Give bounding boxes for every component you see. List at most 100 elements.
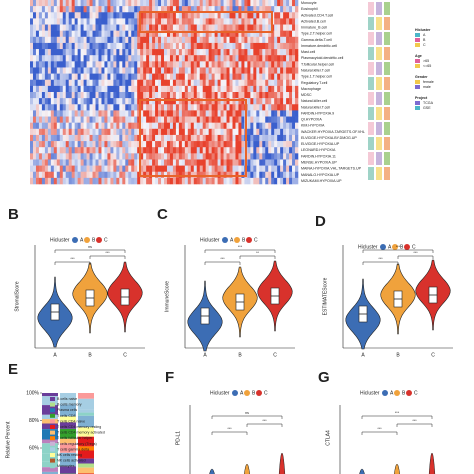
heatmap-cell [223, 30, 227, 38]
heatmap-cell [256, 116, 260, 123]
heatmap-cell [220, 49, 224, 56]
heatmap-cell [220, 0, 224, 7]
heatmap-cell [137, 153, 141, 160]
heatmap-cell [265, 159, 269, 166]
heatmap-cell [196, 104, 201, 111]
heatmap-cell [128, 116, 132, 123]
heatmap-cell [158, 171, 162, 179]
heatmap-cell [166, 67, 171, 74]
heatmap-cell [119, 24, 123, 31]
heatmap-cell [265, 92, 269, 99]
heatmap-cell [223, 177, 227, 185]
heatmap-cell [152, 73, 156, 81]
heatmap-cell [253, 67, 257, 74]
heatmap-cell [217, 98, 221, 105]
heatmap-cell [30, 134, 34, 142]
heatmap-cell [155, 165, 159, 173]
heatmap-cell [247, 12, 251, 19]
stack-segment [78, 467, 94, 474]
heatmap-cell [62, 104, 67, 111]
heatmap-cell [32, 92, 37, 99]
heatmap-cell [56, 36, 61, 44]
heatmap-cell [292, 49, 296, 56]
heatmap-cell [238, 12, 242, 19]
heatmap-cell [50, 104, 55, 111]
heatmap-cell [62, 171, 67, 179]
heatmap-cell [208, 18, 212, 25]
heatmap-cell [262, 18, 266, 25]
heatmap-cell [265, 153, 269, 160]
heatmap-cell [199, 55, 204, 62]
heatmap-cell [241, 165, 245, 173]
heatmap-cell [83, 0, 87, 7]
heatmap-cell [199, 79, 204, 87]
heatmap-cell [280, 128, 284, 136]
heatmap-cell [98, 104, 102, 111]
heatmap-cell [41, 61, 46, 68]
heatmap-cell [41, 67, 46, 74]
heatmap-cell [146, 134, 150, 142]
heatmap-cell [80, 61, 84, 68]
heatmap-cell [30, 12, 34, 19]
heatmap-cell [149, 36, 153, 44]
heatmap-cell [50, 92, 55, 99]
heatmap-cell [256, 79, 260, 87]
heatmap-cell [166, 42, 171, 50]
heatmap-cell [214, 67, 218, 74]
heatmap-cell [289, 153, 293, 160]
heatmap-cell [244, 55, 248, 62]
heatmap-cell [149, 42, 153, 50]
heatmap-cell [235, 18, 239, 25]
heatmap-cell [116, 165, 120, 173]
heatmap-cell [193, 177, 198, 185]
heatmap-cell [128, 85, 132, 93]
heatmap-cell [41, 98, 46, 105]
heatmap-cell [155, 128, 159, 136]
heatmap-cell [152, 159, 156, 166]
heatmap-cell [187, 159, 192, 166]
heatmap-cell [187, 141, 192, 148]
heatmap-cell [286, 147, 290, 154]
heatmap-cell [38, 110, 43, 117]
x-tick-label: A [53, 352, 57, 358]
heatmap-cell [271, 147, 275, 154]
heatmap-cell [262, 61, 266, 68]
heatmap-cell [244, 12, 248, 19]
heatmap-cell [181, 177, 186, 185]
heatmap-cell [262, 42, 266, 50]
heatmap-cell [178, 153, 183, 160]
heatmap-cell [65, 141, 70, 148]
heatmap-cell [125, 92, 129, 99]
heatmap-cell [107, 49, 111, 56]
heatmap-cell [137, 171, 141, 179]
stack-segment [42, 439, 58, 444]
heatmap-cell [274, 134, 278, 142]
heatmap-cell [214, 18, 218, 25]
heatmap-cell [250, 85, 254, 93]
heatmap-cell [74, 104, 78, 111]
heatmap-cell [68, 141, 72, 148]
heatmap-cell [166, 177, 171, 185]
heatmap-cell [175, 6, 180, 13]
heatmap-cell [241, 36, 245, 44]
heatmap-cell [178, 128, 183, 136]
heatmap-cell [74, 153, 78, 160]
heatmap-cell [95, 98, 99, 105]
heatmap-cell [164, 79, 168, 87]
heatmap-cell [208, 177, 212, 185]
heatmap-cell [83, 147, 87, 154]
heatmap-cell [158, 165, 162, 173]
heatmap-cell [235, 49, 239, 56]
heatmap-cell [62, 30, 67, 38]
heatmap-cell [71, 98, 75, 105]
heatmap-cell [47, 12, 52, 19]
heatmap-cell [113, 147, 117, 154]
heatmap-cell [169, 98, 174, 105]
heatmap-cell [175, 98, 180, 105]
heatmap-cell [143, 116, 147, 123]
heatmap-cell [223, 0, 227, 7]
heatmap-cell [280, 67, 284, 74]
heatmap-cell [47, 141, 52, 148]
heatmap-cell [164, 104, 168, 111]
heatmap-cell [211, 122, 215, 130]
